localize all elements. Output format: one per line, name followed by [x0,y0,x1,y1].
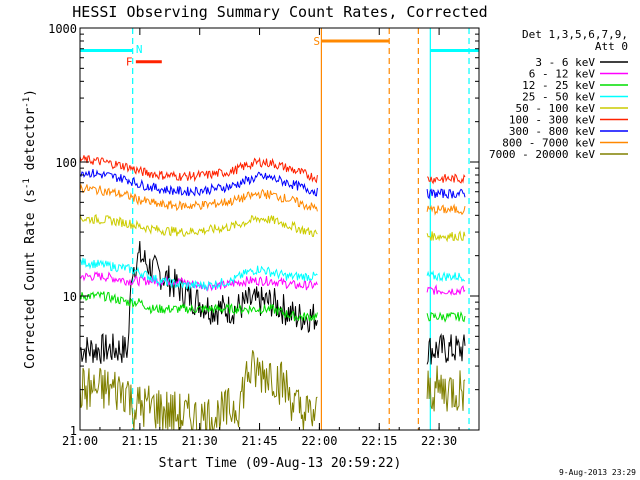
legend-label-6: 300 - 800 keV [509,125,595,138]
legend-header-line2: Att 0 [595,40,628,53]
y-axis-label-sup2: -1 [22,97,32,108]
y-axis-label: Corrected Count Rate (s-1 detector-1) [22,89,38,369]
legend-label-0: 3 - 6 keV [535,56,595,69]
legend-label-1: 6 - 12 keV [529,68,596,81]
x-tick-label-5: 22:15 [361,434,397,448]
series-line-4 [79,213,466,243]
legend-label-4: 50 - 100 keV [516,102,596,115]
series-line-0 [79,240,466,365]
series-line-5 [79,155,466,185]
x-axis-label: Start Time (09-Aug-13 20:59:22) [159,456,402,471]
legend-label-8: 7000 - 20000 keV [489,148,595,161]
series-line-8 [79,350,466,431]
x-axis: 21:00 21:15 21:30 21:45 22:00 22:15 22:30 [62,28,480,448]
plot-frame [79,27,480,431]
series-line-6 [79,168,466,200]
y-axis-label-mid: detector [23,108,38,179]
legend-label-5: 100 - 300 keV [509,114,595,127]
x-tick-label-6: 22:30 [421,434,457,448]
annotation-n: N [136,43,143,56]
series-line-1 [80,271,466,296]
legend-label-3: 25 - 50 keV [522,91,595,104]
chart-title: HESSI Observing Summary Count Rates, Cor… [72,3,487,21]
series-line-3 [79,257,465,292]
y-tick-label-2: 100 [55,156,77,170]
legend-label-7: 800 - 7000 keV [502,137,595,150]
y-axis: 1 10 100 1000 [48,22,479,438]
y-tick-label-3: 1000 [48,22,77,36]
annotation-s: S [313,35,320,48]
y-axis-label-sup1: -1 [22,178,32,189]
x-tick-label-3: 21:45 [241,434,277,448]
y-tick-label-0: 1 [70,424,77,438]
y-axis-label-main: Corrected Count Rate (s [23,189,38,369]
x-tick-label-0: 21:00 [62,434,98,448]
x-tick-label-1: 21:15 [122,434,158,448]
annotation-f: F [126,56,133,69]
footer-date: 9-Aug-2013 23:29 [559,468,636,477]
x-tick-label-4: 22:00 [301,434,337,448]
y-axis-label-end: ) [23,89,38,97]
legend-header-line1: Det 1,3,5,6,7,9, [522,28,628,41]
y-tick-label-1: 10 [63,290,77,304]
x-tick-label-2: 21:30 [182,434,218,448]
series-line-2 [79,291,466,323]
series-line-7 [79,183,466,216]
legend-label-2: 12 - 25 keV [522,79,595,92]
plot-area: NF S [79,28,479,431]
